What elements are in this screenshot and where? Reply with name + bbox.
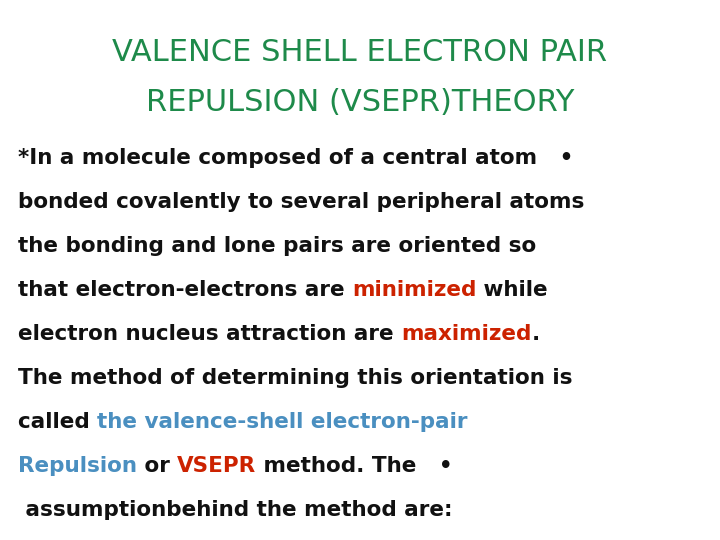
Text: .: . [531, 324, 540, 344]
Text: minimized: minimized [352, 280, 477, 300]
Text: called: called [18, 412, 97, 432]
Text: method. The   •: method. The • [256, 456, 453, 476]
Text: The method of determining this orientation is: The method of determining this orientati… [18, 368, 572, 388]
Text: Repulsion: Repulsion [18, 456, 137, 476]
Text: VALENCE SHELL ELECTRON PAIR: VALENCE SHELL ELECTRON PAIR [112, 38, 608, 67]
Text: *In a molecule composed of a central atom   •: *In a molecule composed of a central ato… [18, 148, 573, 168]
Text: the bonding and lone pairs are oriented so: the bonding and lone pairs are oriented … [18, 236, 536, 256]
Text: REPULSION (VSEPR)THEORY: REPULSION (VSEPR)THEORY [146, 88, 574, 117]
Text: electron nucleus attraction are: electron nucleus attraction are [18, 324, 401, 344]
Text: maximized: maximized [401, 324, 531, 344]
Text: bonded covalently to several peripheral atoms: bonded covalently to several peripheral … [18, 192, 585, 212]
Text: or: or [137, 456, 177, 476]
Text: while: while [477, 280, 548, 300]
Text: assumptionbehind the method are:: assumptionbehind the method are: [18, 500, 452, 520]
Text: that electron-electrons are: that electron-electrons are [18, 280, 352, 300]
Text: VSEPR: VSEPR [177, 456, 256, 476]
Text: the valence-shell electron-pair: the valence-shell electron-pair [97, 412, 468, 432]
